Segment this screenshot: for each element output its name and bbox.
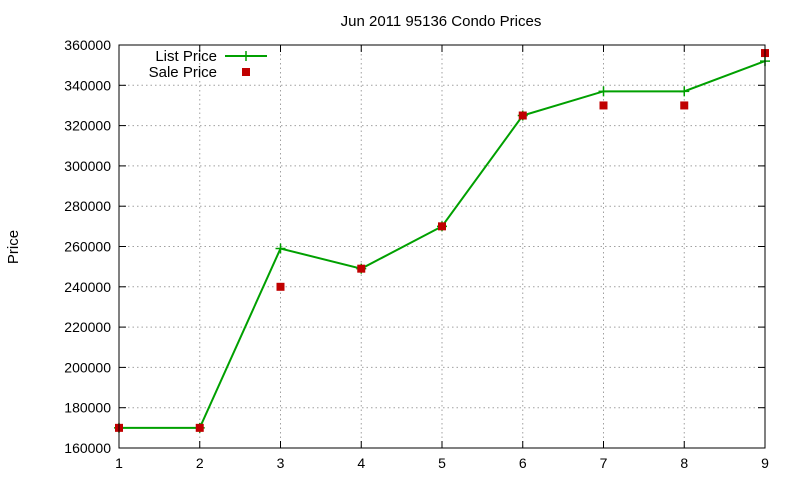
- sale-price-point: [438, 222, 446, 231]
- chart-title: Jun 2011 95136 Condo Prices: [341, 13, 542, 30]
- x-tick-label: 7: [600, 455, 608, 471]
- sale-price-point: [357, 264, 366, 273]
- y-tick-label: 360000: [64, 37, 111, 53]
- x-tick-labels: 1 2 3 4 5 6 7 8 9: [115, 455, 769, 471]
- sale-price-point: [518, 111, 527, 120]
- legend-label-sale-price: Sale Price: [149, 64, 217, 81]
- sale-price-point: [680, 101, 689, 110]
- y-tick-label: 180000: [64, 400, 111, 416]
- legend-label-list-price: List Price: [155, 48, 217, 65]
- y-axis-label: Price: [5, 230, 22, 264]
- list-price-point: [275, 243, 286, 254]
- x-tick-label: 5: [438, 455, 446, 471]
- y-tick-label: 320000: [64, 118, 111, 134]
- grid: [119, 45, 765, 448]
- y-tick-label: 240000: [64, 279, 111, 295]
- y-tick-label: 160000: [64, 440, 111, 456]
- y-tick-label: 220000: [64, 319, 111, 335]
- y-tick-label: 300000: [64, 158, 111, 174]
- legend: List Price Sale Price: [149, 48, 267, 81]
- y-tick-labels: 160000 180000 200000 220000 240000 260000 2800…: [64, 37, 111, 456]
- x-tick-label: 9: [761, 455, 769, 471]
- legend-key-list-price: [225, 51, 267, 61]
- y-tick-label: 280000: [64, 198, 111, 214]
- legend-marker-sale-price: [242, 68, 250, 76]
- series: [114, 49, 770, 433]
- sale-price-point: [195, 423, 204, 432]
- x-tick-label: 1: [115, 455, 123, 471]
- legend-key-sale-price: [242, 68, 250, 76]
- list-price-point: [598, 86, 609, 97]
- plot-frame: [118, 44, 766, 449]
- x-tick-label: 6: [519, 455, 527, 471]
- sale-price-point: [599, 101, 608, 110]
- x-tick-label: 8: [680, 455, 688, 471]
- x-tick-label: 4: [357, 455, 365, 471]
- x-tick-label: 3: [277, 455, 285, 471]
- y-tick-label: 200000: [64, 359, 111, 375]
- sale-price-point: [276, 282, 285, 291]
- legend-marker-list-price: [241, 51, 251, 61]
- x-tick-label: 2: [196, 455, 204, 471]
- list-price-point: [679, 86, 690, 97]
- y-tick-label: 260000: [64, 239, 111, 255]
- y-tick-label: 340000: [64, 77, 111, 93]
